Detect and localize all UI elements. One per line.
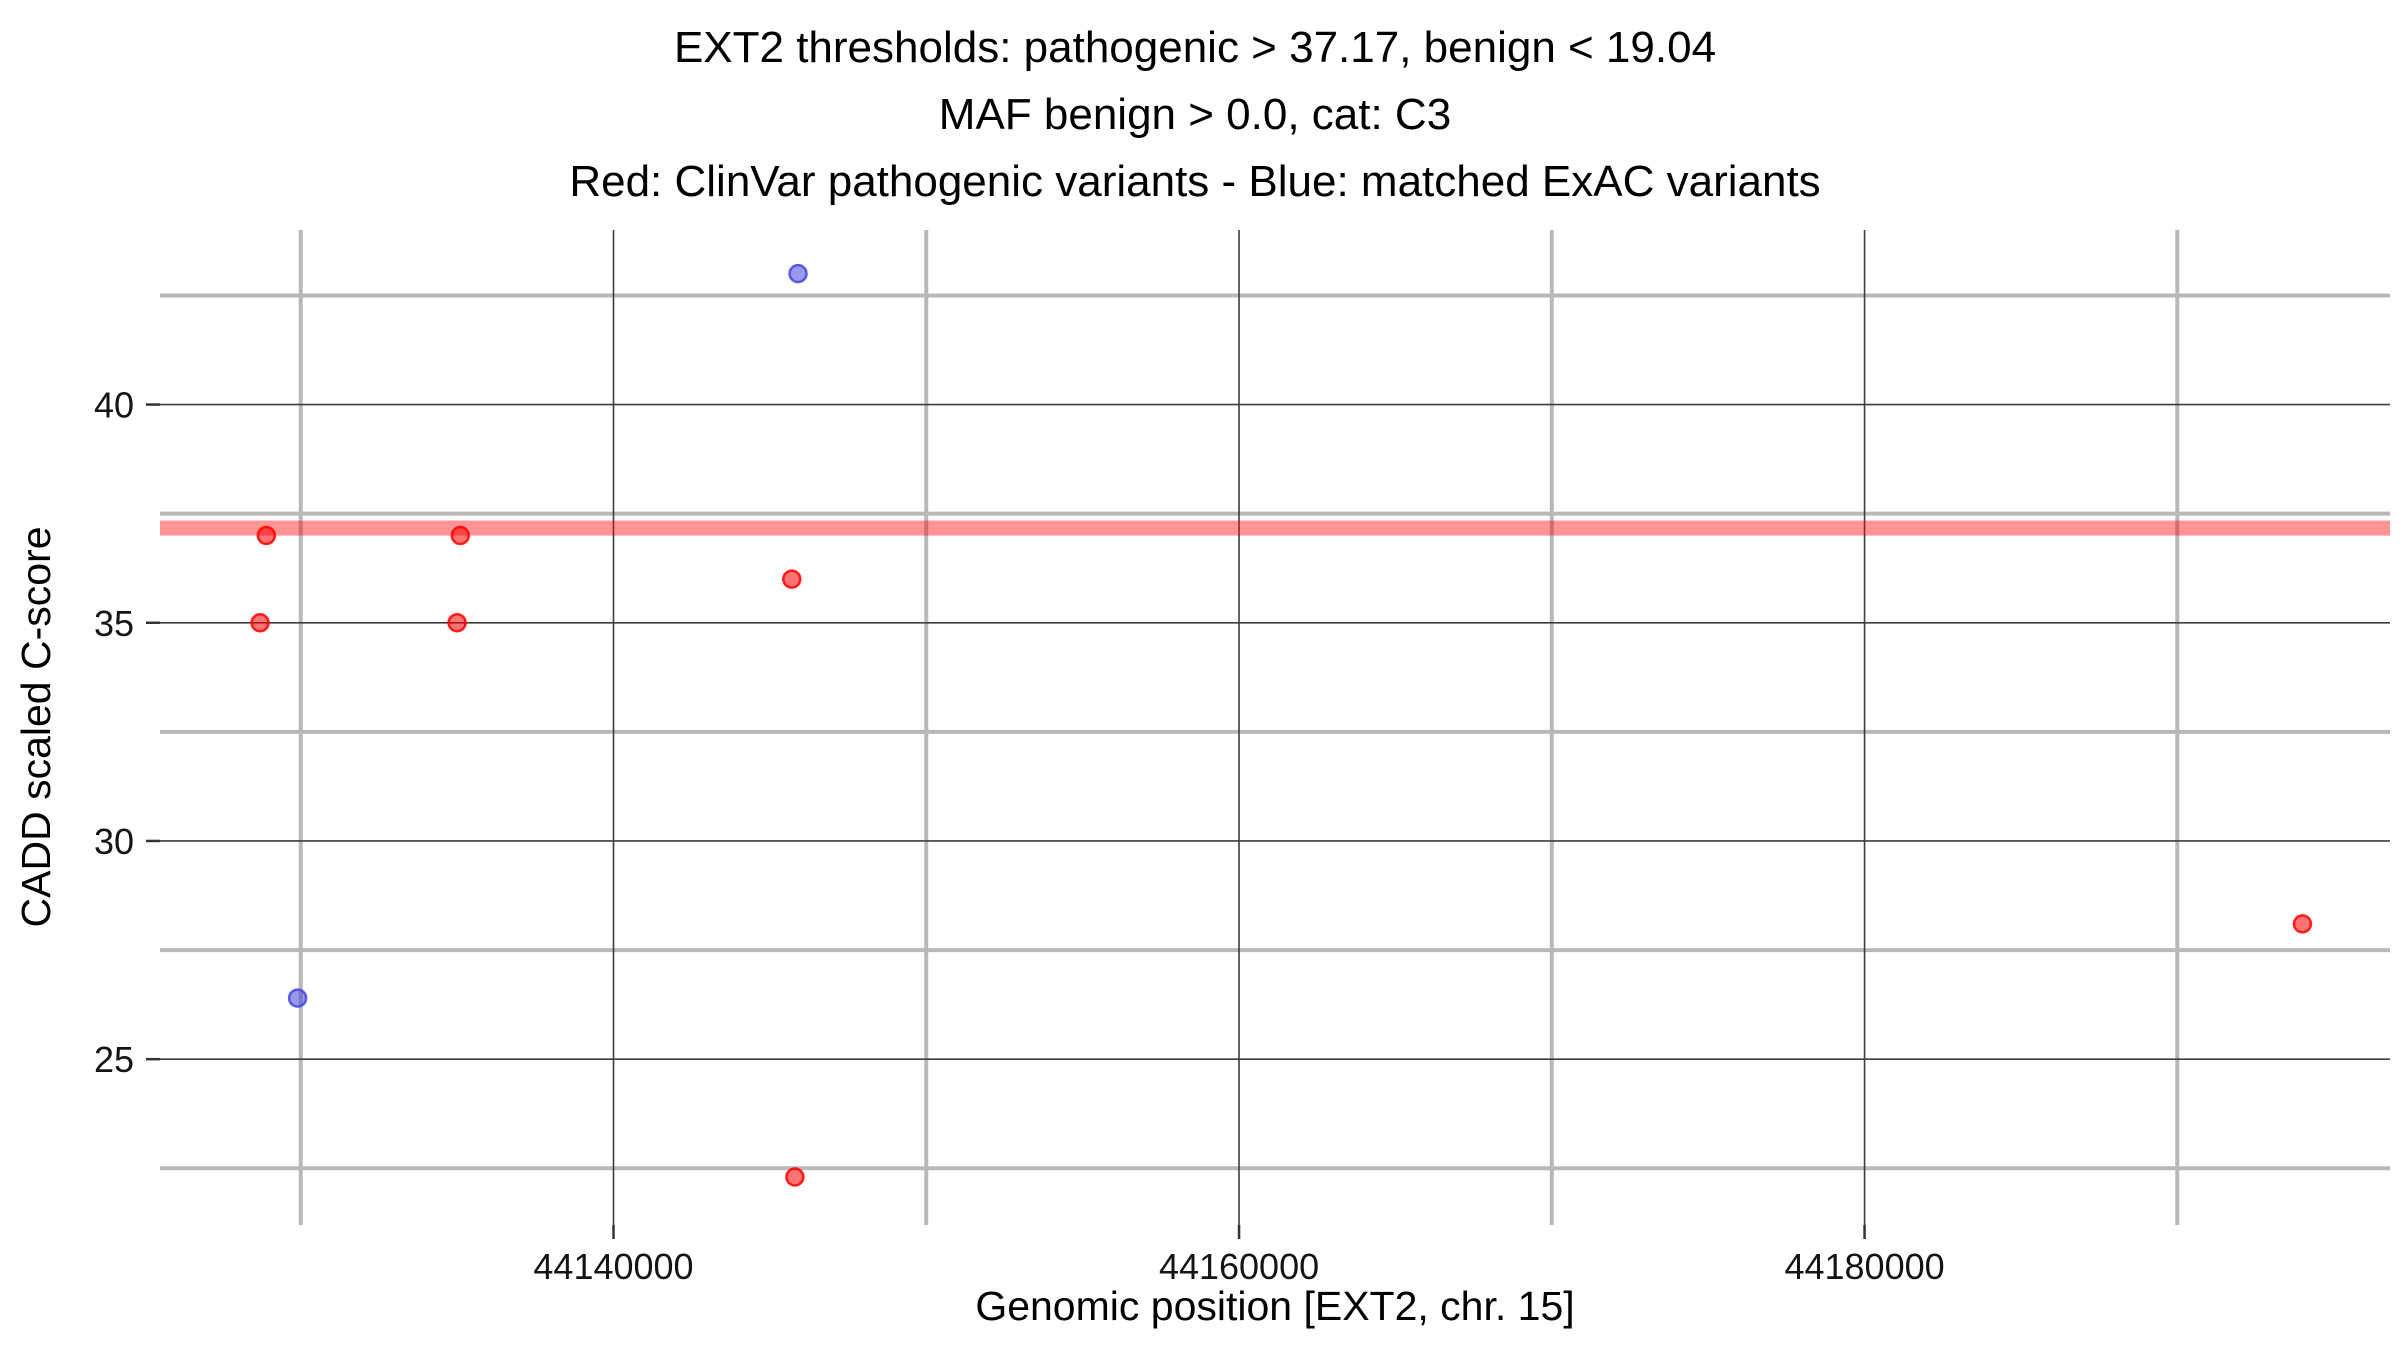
clinvar-pathogenic-point xyxy=(256,525,277,546)
clinvar-pathogenic-point xyxy=(450,525,471,546)
chart-title-line-1: EXT2 thresholds: pathogenic > 37.17, ben… xyxy=(674,23,1716,72)
y-tick-label: 25 xyxy=(94,1039,134,1080)
pathogenic-threshold-line xyxy=(160,520,2390,536)
chart-title-line-2: MAF benign > 0.0, cat: C3 xyxy=(939,90,1451,139)
y-tick-label: 30 xyxy=(94,821,134,862)
exac-matched-point xyxy=(788,263,808,284)
clinvar-pathogenic-point xyxy=(447,613,467,633)
x-tick-label: 44140000 xyxy=(533,1246,693,1287)
axes: 44140000 44160000 44180000 25 30 35 40 xyxy=(94,385,1945,1287)
chart-title-line-3: Red: ClinVar pathogenic variants - Blue:… xyxy=(569,157,1820,206)
clinvar-pathogenic-point xyxy=(782,569,802,589)
clinvar-pathogenic-point xyxy=(2292,914,2313,934)
gridlines xyxy=(160,230,2390,1225)
data-points xyxy=(250,263,2313,1187)
y-tick-label: 40 xyxy=(94,385,134,426)
clinvar-pathogenic-point xyxy=(250,613,270,633)
x-tick-label: 44180000 xyxy=(1784,1246,1944,1287)
x-axis-label: Genomic position [EXT2, chr. 15] xyxy=(975,1283,1574,1329)
clinvar-pathogenic-point xyxy=(785,1167,805,1187)
x-tick-label: 44160000 xyxy=(1159,1246,1319,1287)
pathogenic-threshold-band xyxy=(160,520,2390,536)
y-tick-label: 35 xyxy=(94,603,134,644)
exac-matched-point xyxy=(287,988,308,1008)
y-axis-label: CADD scaled C-score xyxy=(13,527,59,928)
